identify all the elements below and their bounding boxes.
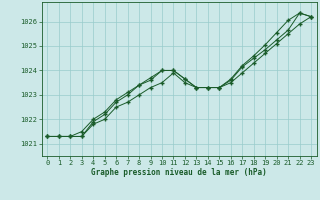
- X-axis label: Graphe pression niveau de la mer (hPa): Graphe pression niveau de la mer (hPa): [91, 168, 267, 177]
